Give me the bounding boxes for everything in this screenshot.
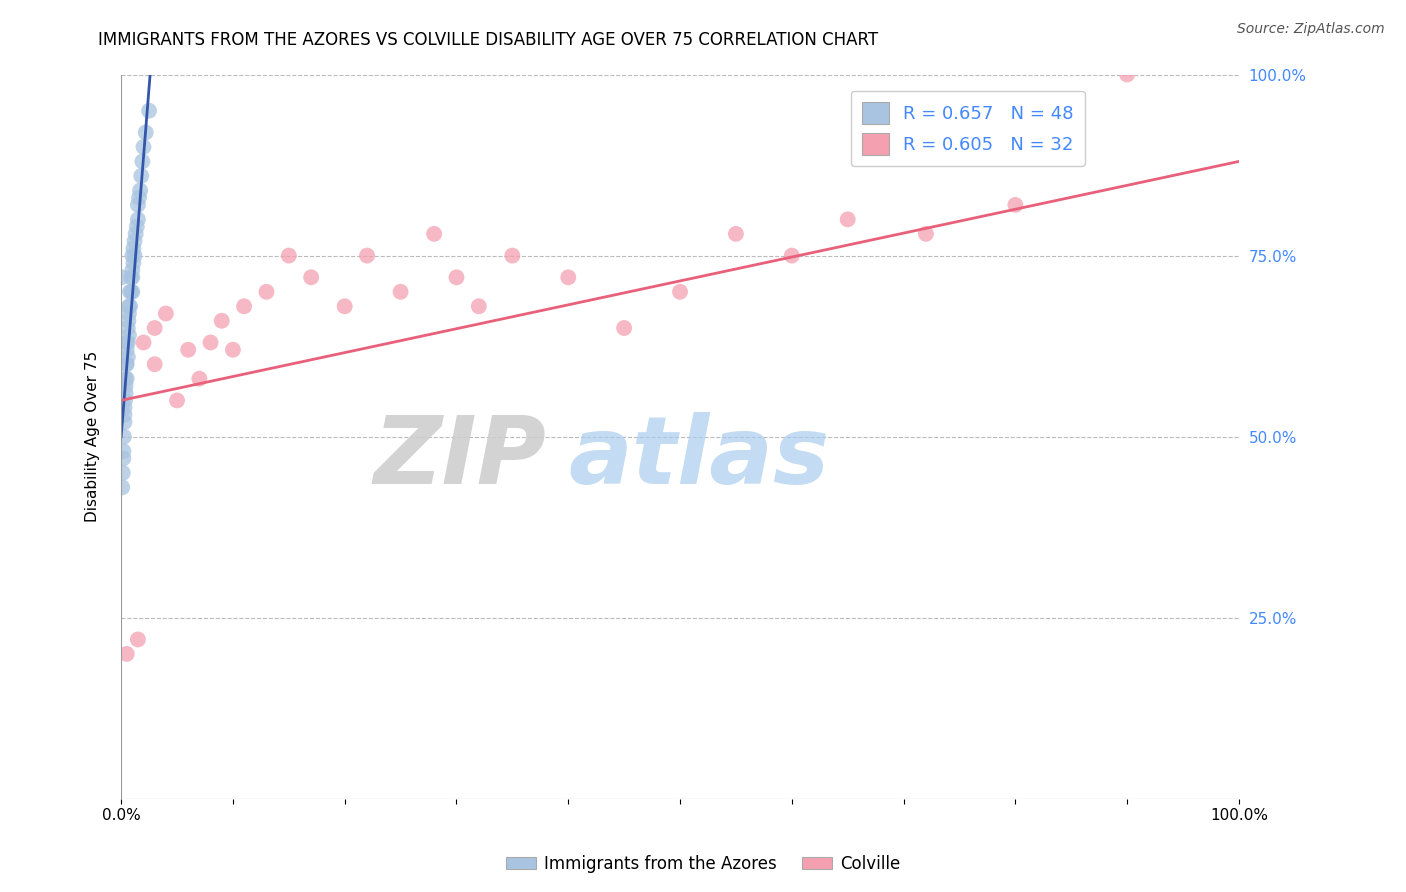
Point — [115, 335, 138, 350]
Point — [127, 198, 149, 212]
Legend: R = 0.657   N = 48, R = 0.605   N = 32: R = 0.657 N = 48, R = 0.605 N = 32 — [851, 91, 1084, 166]
Point — [118, 299, 141, 313]
Point — [114, 386, 136, 401]
Point — [112, 444, 135, 458]
Point — [468, 299, 491, 313]
Point — [299, 270, 322, 285]
Point — [557, 270, 579, 285]
Point — [129, 183, 152, 197]
Point — [111, 466, 134, 480]
Point — [122, 256, 145, 270]
Point — [166, 393, 188, 408]
Legend: Immigrants from the Azores, Colville: Immigrants from the Azores, Colville — [499, 848, 907, 880]
Point — [256, 285, 278, 299]
Point — [915, 227, 938, 241]
Point — [669, 285, 692, 299]
Point — [423, 227, 446, 241]
Point — [121, 249, 143, 263]
Point — [356, 249, 378, 263]
Point — [112, 430, 135, 444]
Point — [120, 285, 142, 299]
Point — [132, 140, 155, 154]
Point — [115, 357, 138, 371]
Point — [501, 249, 523, 263]
Point — [121, 285, 143, 299]
Point — [143, 321, 166, 335]
Point — [118, 306, 141, 320]
Point — [120, 299, 142, 313]
Point — [129, 169, 152, 183]
Text: IMMIGRANTS FROM THE AZORES VS COLVILLE DISABILITY AGE OVER 75 CORRELATION CHART: IMMIGRANTS FROM THE AZORES VS COLVILLE D… — [98, 31, 879, 49]
Point — [111, 480, 134, 494]
Point — [114, 393, 136, 408]
Point — [138, 103, 160, 118]
Point — [117, 335, 139, 350]
Point — [143, 357, 166, 371]
Point — [446, 270, 468, 285]
Point — [1116, 68, 1139, 82]
Point — [120, 285, 142, 299]
Point — [200, 335, 222, 350]
Point — [1004, 198, 1026, 212]
Point — [120, 270, 142, 285]
Point — [131, 154, 153, 169]
Point — [389, 285, 412, 299]
Point — [780, 249, 803, 263]
Point — [114, 372, 136, 386]
Point — [117, 314, 139, 328]
Point — [613, 321, 636, 335]
Point — [135, 125, 157, 139]
Point — [121, 263, 143, 277]
Point — [127, 632, 149, 647]
Point — [124, 249, 146, 263]
Point — [121, 270, 143, 285]
Point — [114, 379, 136, 393]
Point — [115, 357, 138, 371]
Y-axis label: Disability Age Over 75: Disability Age Over 75 — [86, 351, 100, 522]
Point — [155, 306, 177, 320]
Point — [222, 343, 245, 357]
Point — [124, 227, 146, 241]
Point — [124, 234, 146, 248]
Point — [128, 191, 150, 205]
Point — [114, 401, 136, 415]
Text: Source: ZipAtlas.com: Source: ZipAtlas.com — [1237, 22, 1385, 37]
Point — [122, 241, 145, 255]
Point — [117, 350, 139, 364]
Point — [837, 212, 859, 227]
Text: atlas: atlas — [568, 412, 830, 504]
Point — [211, 314, 233, 328]
Point — [114, 408, 136, 422]
Point — [233, 299, 256, 313]
Point — [127, 212, 149, 227]
Point — [117, 321, 139, 335]
Point — [277, 249, 299, 263]
Point — [111, 270, 134, 285]
Text: ZIP: ZIP — [373, 412, 546, 504]
Point — [177, 343, 200, 357]
Point — [112, 451, 135, 466]
Point — [115, 647, 138, 661]
Point — [132, 335, 155, 350]
Point — [333, 299, 356, 313]
Point — [118, 328, 141, 343]
Point — [115, 372, 138, 386]
Point — [724, 227, 747, 241]
Point — [115, 343, 138, 357]
Point — [114, 415, 136, 429]
Point — [188, 372, 211, 386]
Point — [125, 219, 148, 234]
